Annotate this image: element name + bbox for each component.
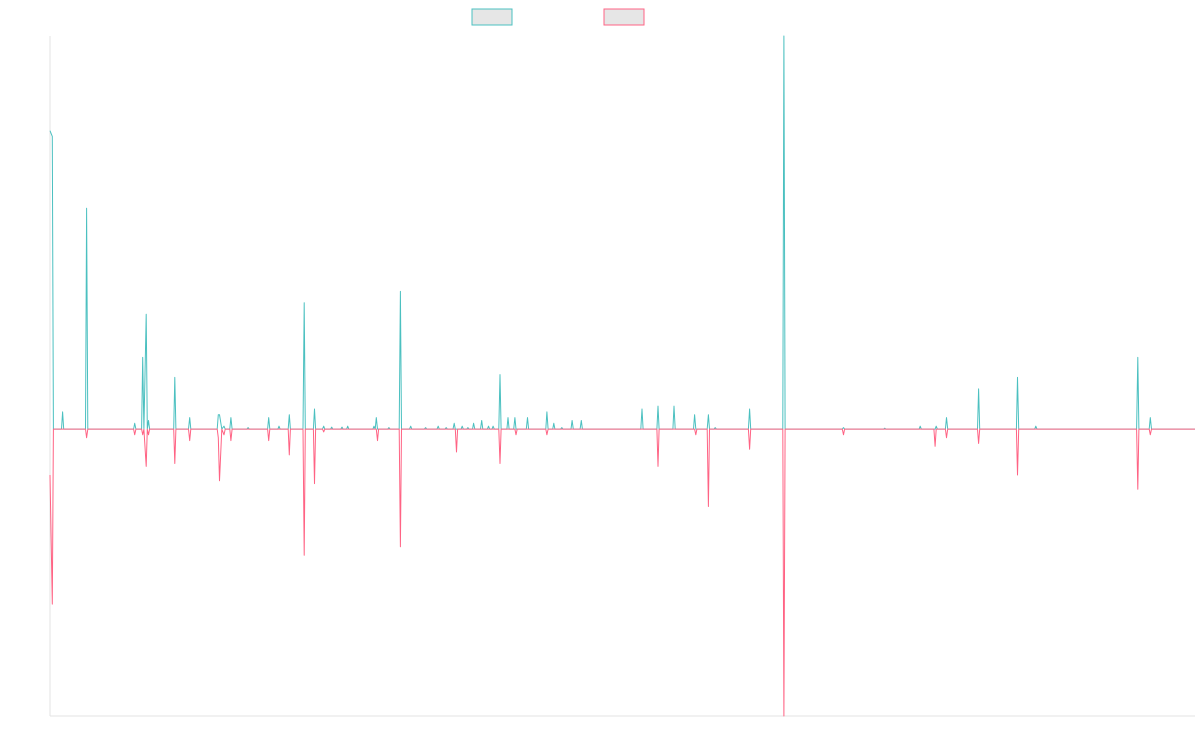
series-1-line <box>49 35 1195 430</box>
legend <box>471 8 645 26</box>
legend-swatch-series-1[interactable] <box>471 8 513 26</box>
legend-swatch-series-2[interactable] <box>603 8 645 26</box>
plot-area <box>49 35 1195 717</box>
series-2-line <box>49 428 1195 717</box>
